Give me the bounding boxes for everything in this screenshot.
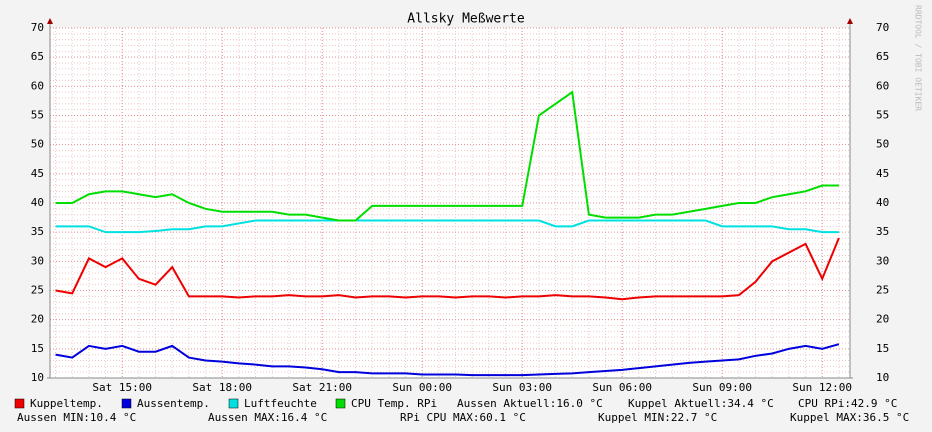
y2-tick-label: 10	[876, 371, 889, 384]
legend-label: Luftfeuchte	[244, 397, 317, 410]
y-tick-label: 50	[31, 138, 44, 151]
y-tick-label: 65	[31, 50, 44, 63]
x-tick-label: Sat 18:00	[192, 381, 252, 394]
stat-text: Kuppel MAX:36.5 °C	[790, 411, 909, 424]
chart-title: Allsky Meßwerte	[407, 12, 525, 27]
x-tick-label: Sat 15:00	[92, 381, 152, 394]
legend-swatch	[14, 398, 25, 409]
stat-text: CPU RPi:42.9 °C	[798, 397, 897, 410]
x-tick-label: Sun 09:00	[692, 381, 752, 394]
y2-tick-label: 70	[876, 21, 889, 34]
legend-swatch	[228, 398, 239, 409]
y2-tick-label: 60	[876, 79, 889, 92]
y2-tick-label: 35	[876, 225, 889, 238]
x-tick-label: Sun 00:00	[392, 381, 452, 394]
y2-tick-label: 25	[876, 284, 889, 297]
series-line	[55, 90, 839, 222]
legend-swatch	[121, 398, 132, 409]
legend-label: CPU Temp. RPi	[351, 397, 437, 410]
y-tick-label: 35	[31, 225, 44, 238]
stat-text: Aussen Aktuell:16.0 °C	[457, 397, 603, 410]
y2-tick-label: 45	[876, 167, 889, 180]
y2-tick-label: 15	[876, 342, 889, 355]
legend-label: Aussentemp.	[137, 397, 210, 410]
y2-tick-label: 65	[876, 50, 889, 63]
y2-tick-label: 55	[876, 109, 889, 122]
stat-text: Aussen MIN:10.4 °C	[17, 411, 136, 424]
y2-tick-label: 20	[876, 313, 889, 326]
y-tick-label: 60	[31, 79, 44, 92]
legend-swatch	[335, 398, 346, 409]
y-tick-label: 40	[31, 196, 44, 209]
y-tick-label: 70	[31, 21, 44, 34]
legend-label: Kuppeltemp.	[30, 397, 103, 410]
stat-text: Aussen MAX:16.4 °C	[208, 411, 327, 424]
y-tick-label: 55	[31, 109, 44, 122]
y-tick-label: 30	[31, 254, 44, 267]
stat-text: RPi CPU MAX:60.1 °C	[400, 411, 526, 424]
series-line	[55, 343, 840, 377]
watermark: RRDTOOL / TOBI OETIKER	[914, 5, 923, 111]
y-tick-label: 20	[31, 313, 44, 326]
stat-text: Kuppel MIN:22.7 °C	[598, 411, 717, 424]
series-line	[55, 237, 840, 301]
stat-text: Kuppel Aktuell:34.4 °C	[628, 397, 774, 410]
series-line	[55, 219, 839, 234]
y2-tick-label: 50	[876, 138, 889, 151]
arrow	[847, 18, 853, 24]
y-tick-label: 45	[31, 167, 44, 180]
y-tick-label: 15	[31, 342, 44, 355]
x-tick-label: Sat 21:00	[292, 381, 352, 394]
arrow	[47, 18, 53, 24]
x-tick-label: Sun 06:00	[592, 381, 652, 394]
y-tick-label: 25	[31, 284, 44, 297]
x-tick-label: Sun 03:00	[492, 381, 552, 394]
x-tick-label: Sun 12:00	[792, 381, 852, 394]
y2-tick-label: 40	[876, 196, 889, 209]
y2-tick-label: 30	[876, 254, 889, 267]
y-tick-label: 10	[31, 371, 44, 384]
